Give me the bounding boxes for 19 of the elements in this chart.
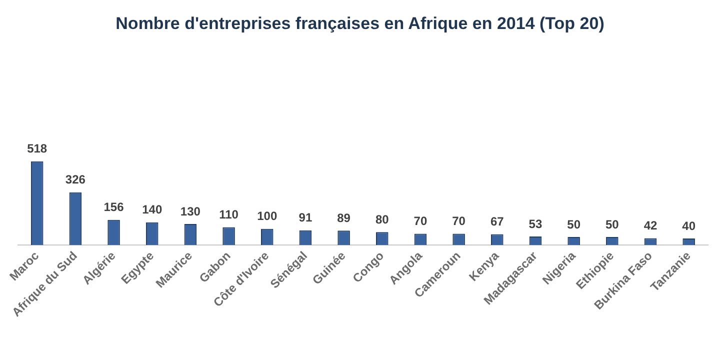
- data-label: 70: [452, 214, 466, 228]
- data-label: 40: [682, 218, 696, 233]
- data-label: 140: [142, 202, 162, 217]
- data-label: 67: [490, 214, 504, 229]
- data-label: 326: [65, 172, 86, 187]
- data-label: 50: [567, 217, 581, 232]
- data-label: 80: [375, 212, 390, 226]
- data-label: 130: [180, 204, 201, 218]
- data-label: 50: [605, 217, 620, 232]
- data-label: 89: [337, 210, 351, 225]
- data-label: 42: [644, 218, 658, 233]
- data-label: 53: [528, 216, 542, 231]
- chart-title: Nombre d'entreprises françaises en Afrique en 2014 (Top 20): [116, 14, 604, 33]
- data-label: 100: [257, 209, 278, 224]
- data-label: 156: [104, 200, 124, 214]
- data-label: 91: [298, 210, 312, 225]
- data-label: 518: [27, 142, 48, 156]
- data-label: 70: [414, 214, 428, 228]
- data-label: 110: [219, 208, 239, 222]
